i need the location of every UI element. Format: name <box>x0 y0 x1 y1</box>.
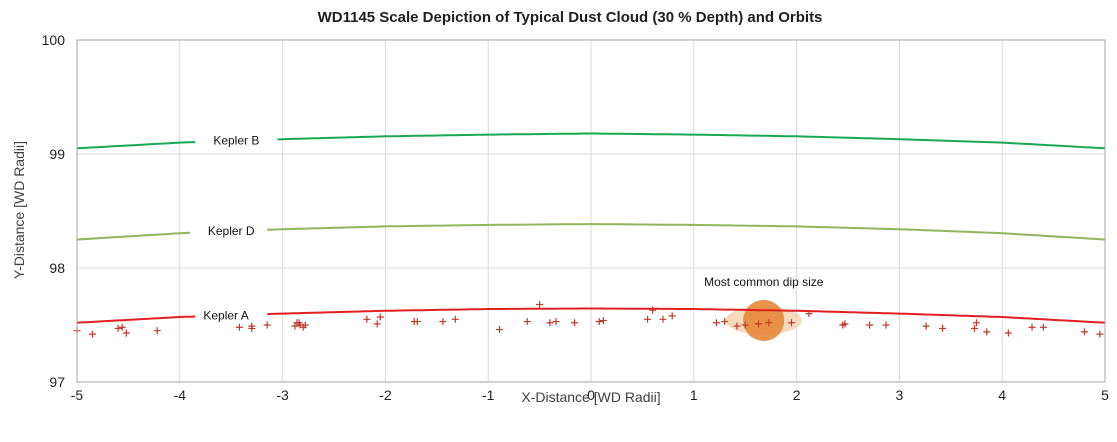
x-tick-label: 3 <box>896 387 904 403</box>
dust-particle-marker <box>153 327 161 335</box>
kepler-d-label: Kepler D <box>208 224 255 238</box>
plot-frame <box>76 39 1106 383</box>
kepler-b-orbit-line <box>76 141 196 150</box>
dust-particle-marker <box>712 319 720 327</box>
dust-particle-marker <box>599 316 607 324</box>
dust-particle-marker <box>536 300 544 308</box>
dust-particle-marker <box>866 321 874 329</box>
dust-particle-marker <box>765 319 773 327</box>
dust-particle-marker <box>88 330 96 338</box>
x-tick-label: 0 <box>587 387 595 403</box>
tick-layer: -5 -4 -3 -2 -1 0 1 2 3 4 5 97 98 99 100 <box>42 32 1109 403</box>
x-tick-label: 1 <box>690 387 698 403</box>
dust-particle-marker <box>939 324 947 332</box>
dust-particle-marker <box>721 318 729 326</box>
dust-particle-marker <box>571 319 579 327</box>
dust-particle-marker <box>376 313 384 321</box>
dust-particle-marker <box>1039 323 1047 331</box>
dust-particle-marker <box>595 318 603 326</box>
dust-cloud-core <box>743 299 785 341</box>
dust-cloud-layer <box>725 299 802 341</box>
dust-particle-marker <box>733 322 741 330</box>
dust-particle-marker <box>973 319 980 327</box>
y-tick-label: 97 <box>49 374 65 390</box>
kepler-d-orbit-line <box>76 231 191 241</box>
kepler-b-orbit-line <box>277 132 1106 150</box>
x-tick-label: -2 <box>379 387 392 403</box>
dust-particle-marker <box>552 318 560 326</box>
dust-particle-marker <box>439 318 447 326</box>
x-tick-label: -3 <box>276 387 289 403</box>
dust-particle-marker <box>523 318 531 326</box>
x-tick-label: 5 <box>1101 387 1109 403</box>
dust-particle-marker <box>882 321 890 329</box>
kepler-d-orbit-line <box>267 223 1106 241</box>
kepler-a-label: Kepler A <box>203 308 248 322</box>
y-tick-label: 98 <box>49 260 65 276</box>
kepler-a-orbit-line <box>76 315 196 324</box>
dust-particle-marker <box>741 321 749 329</box>
y-tick-label: 100 <box>42 32 66 48</box>
kepler-a-orbit-line <box>267 307 1106 324</box>
dust-particle-marker <box>122 329 130 337</box>
dust-particle-marker <box>295 319 303 327</box>
dust-particle-marker <box>1080 328 1088 336</box>
dust-particle-marker <box>841 320 849 328</box>
dust-particle-marker <box>649 306 657 314</box>
y-tick-label: 99 <box>49 146 65 162</box>
dust-particle-marker <box>363 315 371 323</box>
series-layer <box>76 132 1106 324</box>
dust-particle-marker <box>644 315 652 323</box>
chart-title: WD1145 Scale Depiction of Typical Dust C… <box>318 9 823 26</box>
grid <box>76 39 1106 383</box>
dust-particle-marker <box>235 323 243 331</box>
dust-particle-marker <box>970 324 978 332</box>
dust-particle-marker <box>755 320 763 328</box>
kepler-b-label: Kepler B <box>213 134 259 148</box>
dust-particle-marker <box>413 318 421 326</box>
x-tick-label: -1 <box>482 387 495 403</box>
dust-particle-marker <box>373 320 381 328</box>
dust-particle-marker <box>546 319 554 327</box>
dust-particle-marker <box>301 321 309 329</box>
dust-particle-marker <box>1096 330 1104 338</box>
scatter-layer <box>73 300 1104 338</box>
dust-particle-marker <box>805 310 813 318</box>
dust-particle-marker <box>114 324 122 332</box>
x-axis-label: X-Distance [WD Radii] <box>521 389 660 405</box>
dust-particle-marker <box>983 328 991 336</box>
dust-particle-marker <box>263 321 271 329</box>
x-tick-label: -5 <box>71 387 84 403</box>
dust-particle-marker <box>1028 323 1036 331</box>
annotation-most-common-dip-size: Most common dip size <box>704 275 824 289</box>
dust-particle-marker <box>787 319 795 327</box>
x-tick-label: 2 <box>793 387 801 403</box>
dust-particle-marker <box>248 322 256 330</box>
label-layer: Kepler B Kepler D Kepler A Most common dip … <box>203 134 823 323</box>
dust-particle-marker <box>922 322 930 330</box>
dust-particle-marker <box>496 326 504 334</box>
x-tick-label: -4 <box>174 387 187 403</box>
dust-particle-marker <box>451 315 459 323</box>
dust-particle-marker <box>659 315 667 323</box>
dust-particle-marker <box>668 312 676 320</box>
dust-particle-marker <box>1004 329 1012 337</box>
x-tick-label: 4 <box>998 387 1006 403</box>
y-axis-label: Y-Distance [WD Radii] <box>11 141 27 279</box>
dust-particle-marker <box>118 323 126 331</box>
